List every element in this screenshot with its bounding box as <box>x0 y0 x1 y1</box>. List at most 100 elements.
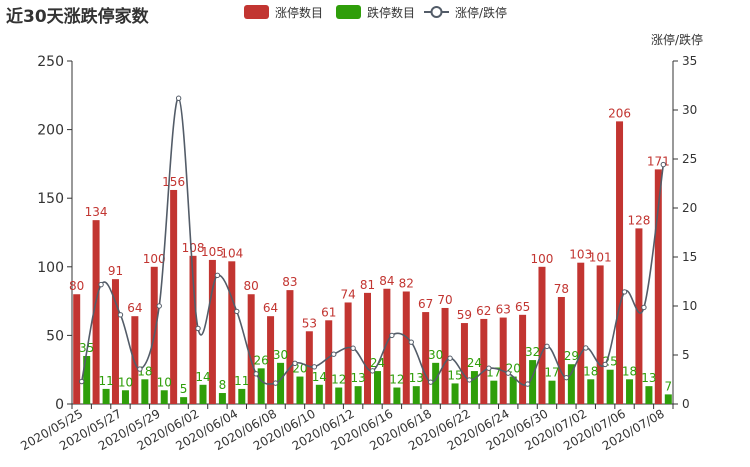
ratio-point[interactable] <box>195 325 201 332</box>
bar-limit-down[interactable] <box>664 394 672 404</box>
legend-item-limit-up[interactable]: 涨停数目 <box>244 5 323 20</box>
ratio-point[interactable] <box>369 368 376 374</box>
ratio-point[interactable] <box>466 377 473 383</box>
bar-limit-up[interactable] <box>635 228 643 404</box>
ratio-point[interactable] <box>602 361 608 368</box>
bar-limit-down[interactable] <box>587 379 595 404</box>
legend-item-ratio[interactable]: 涨停/跌停 <box>424 5 507 20</box>
bar-limit-down[interactable] <box>335 387 343 404</box>
ratio-point[interactable] <box>292 360 298 367</box>
ratio-point[interactable] <box>641 304 647 311</box>
bar-limit-down[interactable] <box>238 388 246 404</box>
bar-limit-down[interactable] <box>490 380 498 404</box>
bar-limit-up[interactable] <box>441 307 449 404</box>
ratio-point[interactable] <box>408 339 414 345</box>
bar-limit-up[interactable] <box>286 290 294 404</box>
ratio-point[interactable] <box>505 370 511 376</box>
ratio-point[interactable] <box>234 308 240 315</box>
bar-limit-up[interactable] <box>208 259 216 404</box>
bar-limit-up[interactable] <box>170 189 178 404</box>
bar-limit-up[interactable] <box>92 220 100 404</box>
bar-limit-up[interactable] <box>616 121 624 405</box>
bar-limit-up[interactable] <box>228 261 236 404</box>
bar-limit-down[interactable] <box>606 369 614 404</box>
ratio-point[interactable] <box>447 355 453 361</box>
ratio-point[interactable] <box>156 303 162 309</box>
bar-limit-down[interactable] <box>218 393 226 404</box>
bar-limit-up[interactable] <box>247 294 255 404</box>
bar-limit-down[interactable] <box>83 355 91 404</box>
bar-limit-up[interactable] <box>344 302 352 404</box>
bar-limit-down[interactable] <box>315 384 323 404</box>
bar-limit-down[interactable] <box>199 384 207 404</box>
bar-limit-down[interactable] <box>451 383 459 404</box>
bar-limit-down[interactable] <box>567 364 575 404</box>
ratio-point[interactable] <box>621 289 628 295</box>
ratio-point[interactable] <box>389 332 395 339</box>
ratio-point[interactable] <box>117 312 124 318</box>
bar-limit-down[interactable] <box>529 360 537 404</box>
ratio-point[interactable] <box>137 366 143 372</box>
bar-label-limit-down: 13 <box>350 371 365 385</box>
bar-limit-up[interactable] <box>364 292 371 404</box>
bar-limit-down[interactable] <box>160 390 168 404</box>
bar-limit-up[interactable] <box>538 266 546 404</box>
bar-limit-down[interactable] <box>121 390 129 404</box>
bar-limit-down[interactable] <box>412 386 420 404</box>
bar-limit-up[interactable] <box>325 320 333 404</box>
bar-limit-up[interactable] <box>189 255 197 404</box>
ratio-point[interactable] <box>78 378 85 385</box>
ratio-point[interactable] <box>660 161 667 168</box>
legend-item-limit-down[interactable]: 跌停数目 <box>336 5 415 20</box>
ratio-point[interactable] <box>253 371 259 377</box>
bar-limit-up[interactable] <box>305 331 313 404</box>
bar-limit-up[interactable] <box>73 294 81 404</box>
bar-limit-up[interactable] <box>267 316 275 404</box>
right-axis-tick-label: 20 <box>682 201 697 215</box>
bar-limit-up[interactable] <box>654 169 662 404</box>
bar-limit-down[interactable] <box>102 388 110 404</box>
ratio-point[interactable] <box>350 345 356 351</box>
bar-limit-up[interactable] <box>402 291 410 404</box>
bar-limit-down[interactable] <box>141 379 149 404</box>
ratio-point[interactable] <box>427 379 434 385</box>
bar-limit-up[interactable] <box>460 323 468 404</box>
bar-limit-down[interactable] <box>296 376 304 404</box>
ratio-point[interactable] <box>524 381 531 387</box>
bar-limit-up[interactable] <box>577 262 585 404</box>
bar-limit-down[interactable] <box>180 397 188 404</box>
bar-limit-down[interactable] <box>626 379 634 404</box>
bar-label-limit-down: 30 <box>428 348 443 362</box>
bar-limit-down[interactable] <box>548 380 556 404</box>
bar-limit-down[interactable] <box>432 362 440 404</box>
ratio-point[interactable] <box>311 364 318 370</box>
bar-limit-down[interactable] <box>509 376 517 404</box>
ratio-point[interactable] <box>214 272 221 279</box>
bar-limit-down[interactable] <box>277 362 285 404</box>
bar-limit-up[interactable] <box>596 265 604 404</box>
bar-limit-down[interactable] <box>393 387 401 404</box>
ratio-point[interactable] <box>563 374 570 381</box>
bar-limit-down[interactable] <box>645 386 653 404</box>
bar-limit-down[interactable] <box>354 386 362 404</box>
bar-limit-up[interactable] <box>111 279 119 404</box>
right-axis-tick-label: 0 <box>682 397 690 411</box>
ratio-point[interactable] <box>486 365 492 371</box>
bar-limit-up[interactable] <box>480 318 488 404</box>
bar-limit-up[interactable] <box>499 317 507 404</box>
ratio-point[interactable] <box>583 345 589 351</box>
ratio-point[interactable] <box>544 343 550 350</box>
ratio-point[interactable] <box>331 351 337 357</box>
bar-limit-down[interactable] <box>374 371 381 404</box>
ratio-point[interactable] <box>175 95 182 101</box>
bar-limit-up[interactable] <box>557 296 565 404</box>
bar-limit-down[interactable] <box>257 368 265 404</box>
ratio-point[interactable] <box>272 380 279 386</box>
bar-label-limit-up: 59 <box>457 308 472 322</box>
ratio-point[interactable] <box>98 281 104 288</box>
bar-limit-up[interactable] <box>383 288 391 404</box>
bar-limit-down[interactable] <box>470 371 478 404</box>
bar-limit-up[interactable] <box>422 312 430 404</box>
bar-limit-up[interactable] <box>519 314 527 404</box>
